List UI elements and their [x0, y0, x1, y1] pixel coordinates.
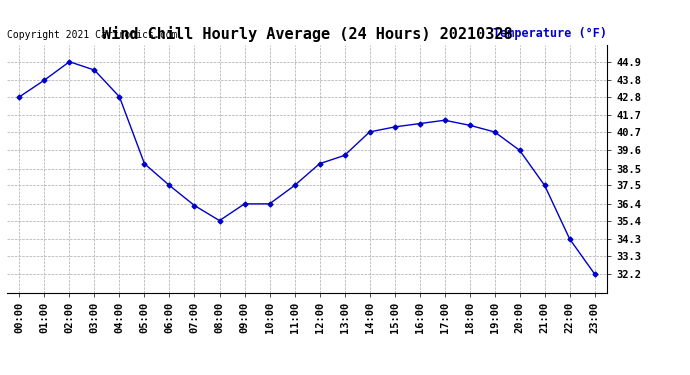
Text: Temperature (°F): Temperature (°F): [493, 27, 607, 40]
Title: Wind Chill Hourly Average (24 Hours) 20210328: Wind Chill Hourly Average (24 Hours) 202…: [101, 27, 513, 42]
Text: Copyright 2021 Cartronics.com: Copyright 2021 Cartronics.com: [7, 30, 177, 40]
